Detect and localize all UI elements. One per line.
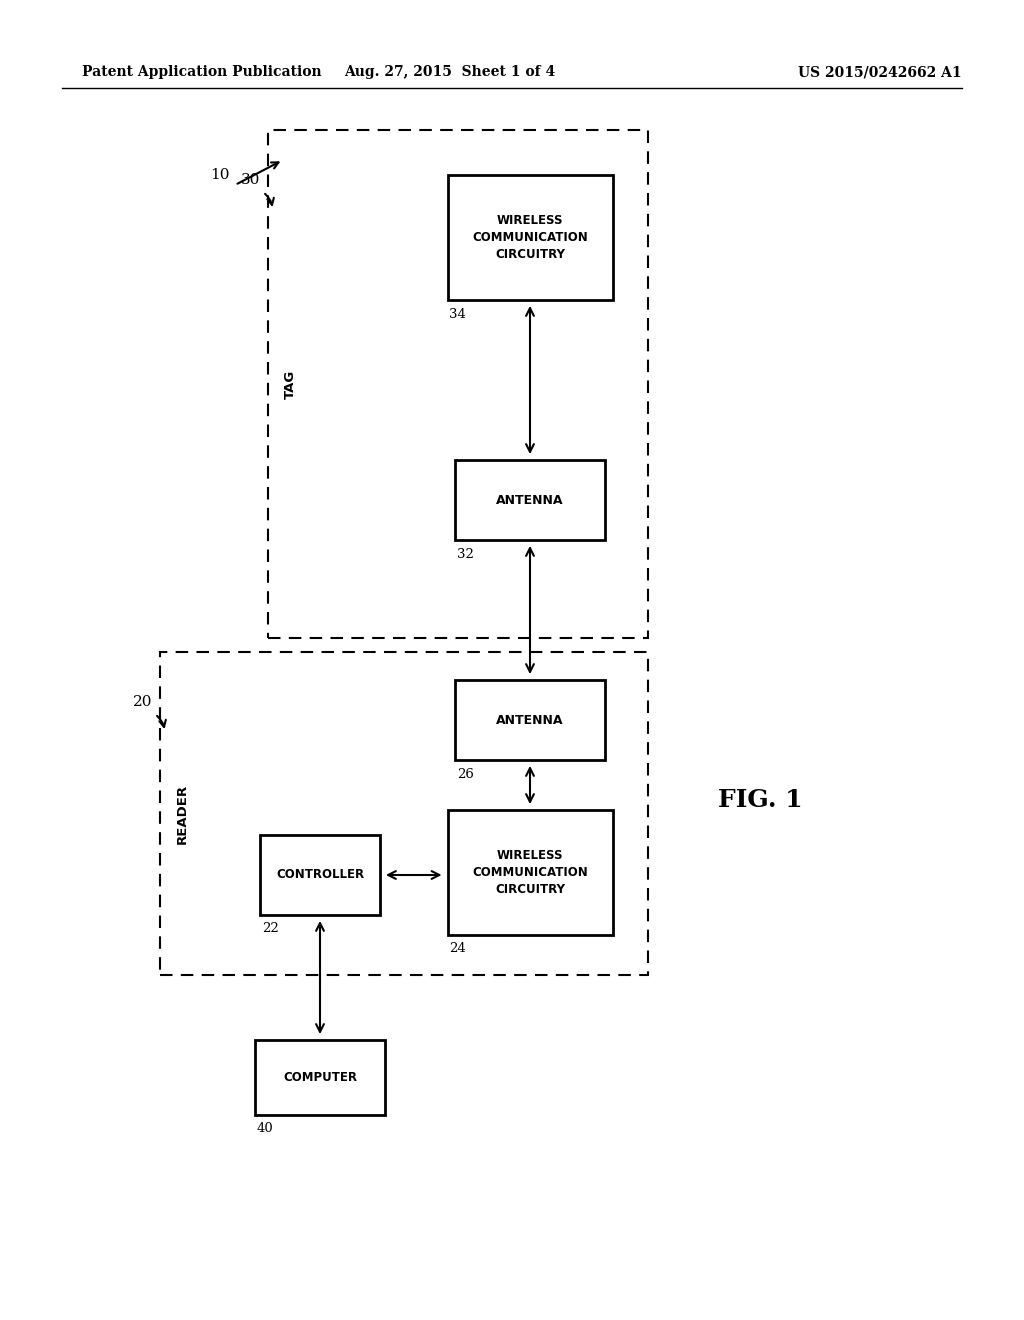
Text: 40: 40 — [257, 1122, 273, 1135]
Text: 34: 34 — [450, 308, 466, 321]
Text: Patent Application Publication: Patent Application Publication — [82, 65, 322, 79]
Text: 22: 22 — [262, 923, 279, 936]
Bar — [455, 680, 605, 760]
Text: FIG. 1: FIG. 1 — [718, 788, 803, 812]
Text: READER: READER — [175, 784, 188, 843]
Text: COMPUTER: COMPUTER — [283, 1071, 357, 1084]
Text: 24: 24 — [450, 942, 466, 956]
Text: WIRELESS
COMMUNICATION
CIRCUITRY: WIRELESS COMMUNICATION CIRCUITRY — [472, 214, 588, 261]
Bar — [160, 652, 648, 975]
Text: TAG: TAG — [284, 370, 297, 399]
Text: 10: 10 — [210, 168, 229, 182]
Bar — [268, 129, 648, 638]
Bar — [455, 459, 605, 540]
Text: WIRELESS
COMMUNICATION
CIRCUITRY: WIRELESS COMMUNICATION CIRCUITRY — [472, 849, 588, 896]
Text: ANTENNA: ANTENNA — [497, 714, 564, 726]
Text: CONTROLLER: CONTROLLER — [275, 869, 365, 882]
Text: US 2015/0242662 A1: US 2015/0242662 A1 — [798, 65, 962, 79]
Bar — [447, 176, 612, 300]
Text: 26: 26 — [457, 767, 474, 780]
Bar — [255, 1040, 385, 1115]
Text: 30: 30 — [241, 173, 260, 187]
Text: Aug. 27, 2015  Sheet 1 of 4: Aug. 27, 2015 Sheet 1 of 4 — [344, 65, 556, 79]
Text: 32: 32 — [457, 548, 474, 561]
Text: ANTENNA: ANTENNA — [497, 494, 564, 507]
Bar — [447, 810, 612, 935]
Text: 20: 20 — [132, 696, 152, 709]
Bar — [260, 836, 380, 915]
